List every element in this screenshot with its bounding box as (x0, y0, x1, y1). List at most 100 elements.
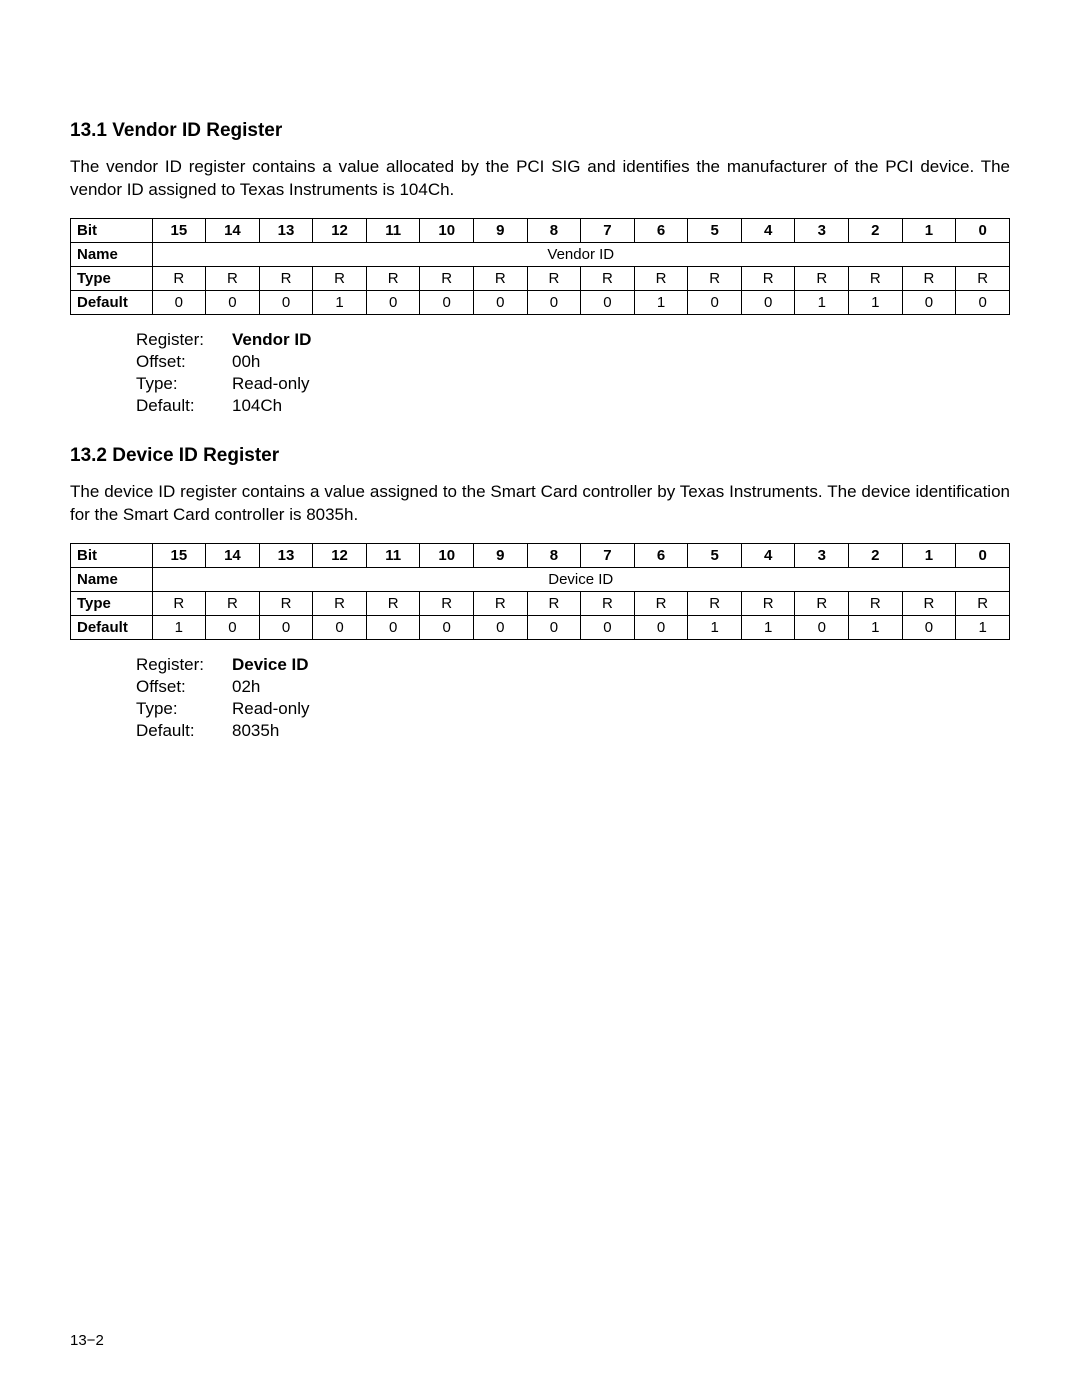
register-info-2: Register: Device ID Offset: 02h Type: Re… (136, 654, 1010, 742)
type-cell: R (420, 592, 474, 616)
reg-info-row: Type: Read-only (136, 373, 1010, 395)
type-cell: R (688, 592, 742, 616)
reg-info-value: Read-only (232, 373, 310, 395)
bit-cell: 3 (795, 544, 849, 568)
row-label-bit: Bit (71, 218, 153, 242)
bit-cell: 4 (741, 218, 795, 242)
type-cell: R (366, 266, 420, 290)
bit-cell: 3 (795, 218, 849, 242)
default-cell: 0 (366, 616, 420, 640)
default-cell: 1 (795, 290, 849, 314)
row-label-default: Default (71, 290, 153, 314)
type-cell: R (206, 266, 260, 290)
default-cell: 0 (741, 290, 795, 314)
table-row: Default 0 0 0 1 0 0 0 0 0 1 0 0 1 1 0 0 (71, 290, 1010, 314)
register-table-1: Bit 15 14 13 12 11 10 9 8 7 6 5 4 3 2 1 … (70, 218, 1010, 315)
reg-info-value: 02h (232, 676, 260, 698)
bit-cell: 9 (474, 544, 528, 568)
default-cell: 0 (420, 290, 474, 314)
reg-info-label: Offset: (136, 676, 232, 698)
row-label-bit: Bit (71, 544, 153, 568)
type-cell: R (474, 592, 528, 616)
default-cell: 0 (206, 616, 260, 640)
bit-cell: 12 (313, 218, 367, 242)
section-desc-2: The device ID register contains a value … (70, 481, 1010, 527)
type-cell: R (152, 592, 206, 616)
type-cell: R (259, 266, 313, 290)
default-cell: 0 (474, 290, 528, 314)
bit-cell: 6 (634, 544, 688, 568)
name-span-cell: Vendor ID (152, 242, 1009, 266)
row-label-type: Type (71, 266, 153, 290)
default-cell: 0 (527, 616, 581, 640)
default-cell: 1 (634, 290, 688, 314)
bit-cell: 5 (688, 544, 742, 568)
reg-info-label: Register: (136, 654, 232, 676)
page-content: 13.1 Vendor ID Register The vendor ID re… (0, 0, 1080, 821)
default-cell: 0 (902, 616, 956, 640)
default-cell: 0 (581, 290, 635, 314)
type-cell: R (902, 592, 956, 616)
default-cell: 0 (795, 616, 849, 640)
type-cell: R (527, 592, 581, 616)
type-cell: R (313, 266, 367, 290)
default-cell: 0 (956, 290, 1010, 314)
reg-info-label: Offset: (136, 351, 232, 373)
table-row: Type R R R R R R R R R R R R R R R R (71, 592, 1010, 616)
default-cell: 0 (206, 290, 260, 314)
type-cell: R (634, 592, 688, 616)
reg-info-label: Type: (136, 373, 232, 395)
reg-info-row: Register: Vendor ID (136, 329, 1010, 351)
type-cell: R (795, 266, 849, 290)
section-title-2: 13.2 Device ID Register (70, 445, 1010, 467)
bit-cell: 2 (849, 218, 903, 242)
type-cell: R (313, 592, 367, 616)
reg-info-label: Default: (136, 395, 232, 417)
bit-cell: 10 (420, 218, 474, 242)
bit-cell: 10 (420, 544, 474, 568)
default-cell: 0 (634, 616, 688, 640)
reg-info-row: Default: 8035h (136, 720, 1010, 742)
bit-cell: 9 (474, 218, 528, 242)
bit-cell: 1 (902, 544, 956, 568)
reg-info-row: Default: 104Ch (136, 395, 1010, 417)
reg-info-value: 00h (232, 351, 260, 373)
bit-cell: 5 (688, 218, 742, 242)
bit-cell: 13 (259, 544, 313, 568)
default-cell: 1 (956, 616, 1010, 640)
default-cell: 0 (474, 616, 528, 640)
type-cell: R (902, 266, 956, 290)
name-span-cell: Device ID (152, 568, 1009, 592)
default-cell: 1 (688, 616, 742, 640)
row-label-name: Name (71, 242, 153, 266)
bit-cell: 14 (206, 218, 260, 242)
table-row: Bit 15 14 13 12 11 10 9 8 7 6 5 4 3 2 1 … (71, 218, 1010, 242)
default-cell: 1 (741, 616, 795, 640)
bit-cell: 15 (152, 544, 206, 568)
section-title-1: 13.1 Vendor ID Register (70, 120, 1010, 142)
bit-cell: 11 (366, 544, 420, 568)
type-cell: R (741, 592, 795, 616)
default-cell: 0 (366, 290, 420, 314)
type-cell: R (259, 592, 313, 616)
bit-cell: 13 (259, 218, 313, 242)
table-row: Name Vendor ID (71, 242, 1010, 266)
bit-cell: 15 (152, 218, 206, 242)
reg-info-row: Type: Read-only (136, 698, 1010, 720)
bit-cell: 6 (634, 218, 688, 242)
bit-cell: 0 (956, 218, 1010, 242)
bit-cell: 11 (366, 218, 420, 242)
reg-info-label: Default: (136, 720, 232, 742)
type-cell: R (634, 266, 688, 290)
type-cell: R (849, 592, 903, 616)
reg-info-row: Offset: 02h (136, 676, 1010, 698)
type-cell: R (741, 266, 795, 290)
default-cell: 1 (849, 616, 903, 640)
type-cell: R (581, 266, 635, 290)
type-cell: R (527, 266, 581, 290)
bit-cell: 12 (313, 544, 367, 568)
default-cell: 0 (902, 290, 956, 314)
default-cell: 0 (527, 290, 581, 314)
default-cell: 0 (313, 616, 367, 640)
type-cell: R (688, 266, 742, 290)
